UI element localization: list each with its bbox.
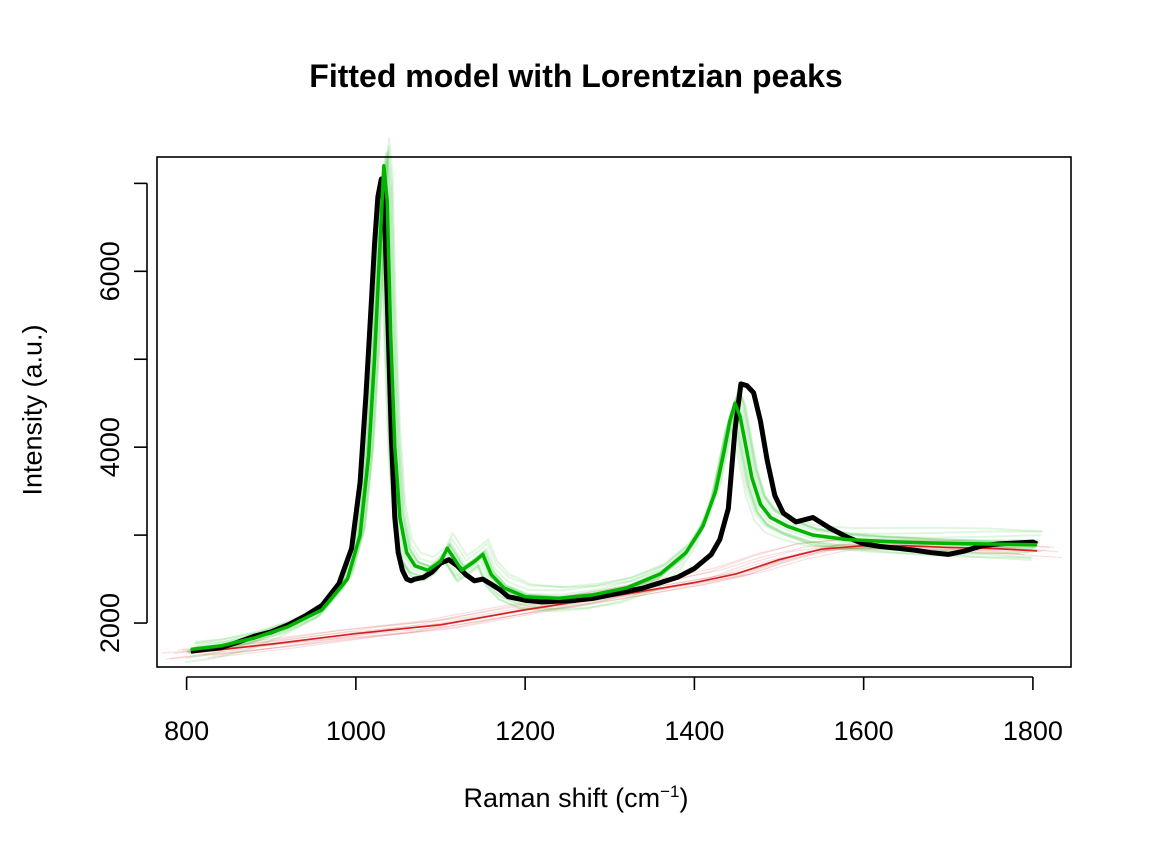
- x-tick-label: 800: [164, 716, 209, 746]
- y-tick-label: 2000: [95, 593, 125, 653]
- x-tick-label: 1600: [834, 716, 894, 746]
- chart-title: Fitted model with Lorentzian peaks: [309, 58, 843, 94]
- fitted-ensemble: [184, 137, 1043, 664]
- baseline-sample-line: [165, 538, 1012, 660]
- fitted-sample-line: [192, 156, 1039, 650]
- fitted-sample-line: [191, 161, 1038, 651]
- fitted-sample-line: [192, 153, 1040, 648]
- x-tick-label: 1800: [1003, 716, 1063, 746]
- observed-spectrum-line: [190, 176, 1039, 654]
- fitted-sample-line: [188, 177, 1035, 654]
- series-lines: [190, 164, 1039, 654]
- fitted-model-line: [190, 164, 1038, 652]
- x-axis: 800 1000 1200 1400 1600 1800: [164, 676, 1063, 746]
- fitted-sample-line: [193, 151, 1041, 645]
- x-tick-label: 1200: [495, 716, 555, 746]
- baseline-line: [190, 544, 1038, 654]
- baseline-sample-line: [173, 543, 1021, 655]
- x-tick-label: 1000: [326, 716, 386, 746]
- plot-frame: [156, 156, 1072, 668]
- x-axis-label-exponent: −1: [660, 782, 680, 801]
- fitted-sample-line: [196, 137, 1043, 648]
- y-axis-label-text: Intensity (a.u.): [17, 324, 48, 496]
- fitted-sample-line: [189, 168, 1037, 652]
- fitted-sample-line: [186, 188, 1033, 654]
- x-axis-label-text: Raman shift (cm: [463, 783, 661, 813]
- baseline-sample-line: [161, 543, 1008, 654]
- y-tick-label: 6000: [95, 241, 125, 301]
- x-tick-label: 1400: [664, 716, 724, 746]
- x-axis-label-close: ): [679, 783, 689, 813]
- fitted-sample-line: [195, 145, 1042, 645]
- y-tick-label: 4000: [95, 417, 125, 477]
- fitted-sample-line: [190, 165, 1038, 651]
- fitted-sample-line: [194, 150, 1042, 643]
- y-axis: 2000 4000 6000: [95, 182, 148, 653]
- x-axis-label: Raman shift (cm−1): [0, 782, 1152, 814]
